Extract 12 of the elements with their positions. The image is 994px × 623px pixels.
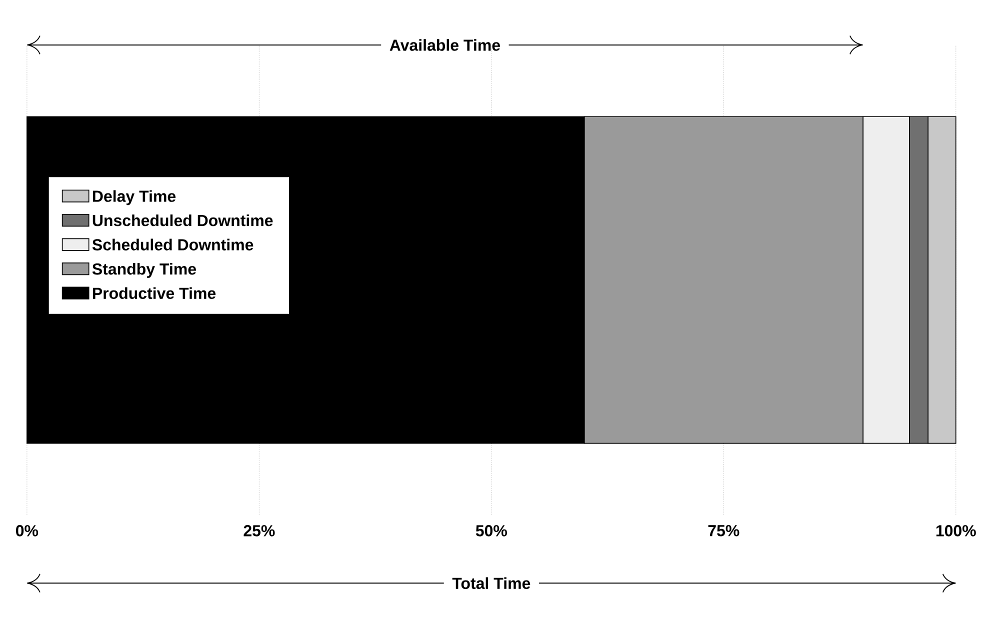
x-tick-label: 100% (936, 525, 976, 536)
text: Available Time (390, 39, 500, 51)
x-tick-label: 25% (244, 525, 275, 536)
legend-label: Productive Time (92, 287, 216, 299)
legend-label: Unscheduled Downtime (92, 214, 273, 226)
legend-label: Standby Time (92, 262, 196, 278)
x-tick-label: 0% (16, 525, 38, 536)
legend-label: Delay Time (92, 190, 176, 206)
x-tick-label: 50% (476, 525, 507, 536)
text: Total Time (452, 577, 530, 589)
x-tick-label: 75% (708, 525, 740, 536)
legend-label: Scheduled Downtime (92, 238, 254, 250)
